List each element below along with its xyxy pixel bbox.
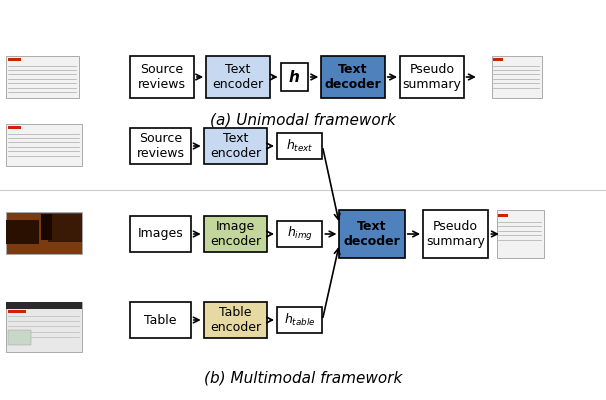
Text: $\boldsymbol{h}$: $\boldsymbol{h}$: [288, 69, 300, 85]
Text: Text
encoder: Text encoder: [212, 63, 264, 91]
FancyBboxPatch shape: [130, 128, 191, 164]
Text: (b) Multimodal framework: (b) Multimodal framework: [204, 370, 402, 386]
FancyBboxPatch shape: [400, 56, 464, 98]
Text: (a) Unimodal framework: (a) Unimodal framework: [210, 112, 396, 128]
FancyBboxPatch shape: [277, 133, 322, 159]
FancyBboxPatch shape: [204, 302, 267, 338]
FancyBboxPatch shape: [6, 56, 79, 98]
FancyBboxPatch shape: [497, 210, 544, 258]
Text: $h_{img}$: $h_{img}$: [287, 225, 313, 243]
Text: $h_{table}$: $h_{table}$: [284, 312, 316, 328]
Text: Text
decoder: Text decoder: [344, 220, 401, 248]
FancyBboxPatch shape: [6, 302, 82, 309]
Text: Image
encoder: Image encoder: [210, 220, 261, 248]
Text: Source
reviews: Source reviews: [136, 132, 185, 160]
FancyBboxPatch shape: [130, 56, 194, 98]
Text: Table
encoder: Table encoder: [210, 306, 261, 334]
FancyBboxPatch shape: [8, 330, 31, 345]
Text: Pseudo
summary: Pseudo summary: [426, 220, 485, 248]
FancyBboxPatch shape: [41, 214, 52, 240]
FancyBboxPatch shape: [8, 310, 26, 313]
FancyBboxPatch shape: [281, 63, 308, 91]
FancyBboxPatch shape: [204, 128, 267, 164]
Text: Images: Images: [138, 228, 184, 240]
Text: Pseudo
summary: Pseudo summary: [402, 63, 461, 91]
FancyBboxPatch shape: [498, 214, 508, 217]
Text: Table: Table: [144, 314, 177, 326]
Text: $h_{text}$: $h_{text}$: [286, 138, 313, 154]
FancyBboxPatch shape: [6, 212, 82, 254]
FancyBboxPatch shape: [493, 58, 503, 61]
FancyBboxPatch shape: [339, 210, 405, 258]
Text: Text
decoder: Text decoder: [325, 63, 381, 91]
FancyBboxPatch shape: [423, 210, 488, 258]
Text: Source
reviews: Source reviews: [138, 63, 186, 91]
FancyBboxPatch shape: [48, 214, 82, 242]
Text: Text
encoder: Text encoder: [210, 132, 261, 160]
FancyBboxPatch shape: [277, 307, 322, 333]
FancyBboxPatch shape: [8, 58, 21, 61]
FancyBboxPatch shape: [8, 126, 21, 129]
FancyBboxPatch shape: [130, 302, 191, 338]
FancyBboxPatch shape: [6, 302, 82, 352]
FancyBboxPatch shape: [277, 221, 322, 247]
FancyBboxPatch shape: [6, 124, 82, 166]
FancyBboxPatch shape: [206, 56, 270, 98]
FancyBboxPatch shape: [321, 56, 385, 98]
FancyBboxPatch shape: [6, 220, 39, 244]
FancyBboxPatch shape: [492, 56, 542, 98]
FancyBboxPatch shape: [204, 216, 267, 252]
FancyBboxPatch shape: [130, 216, 191, 252]
